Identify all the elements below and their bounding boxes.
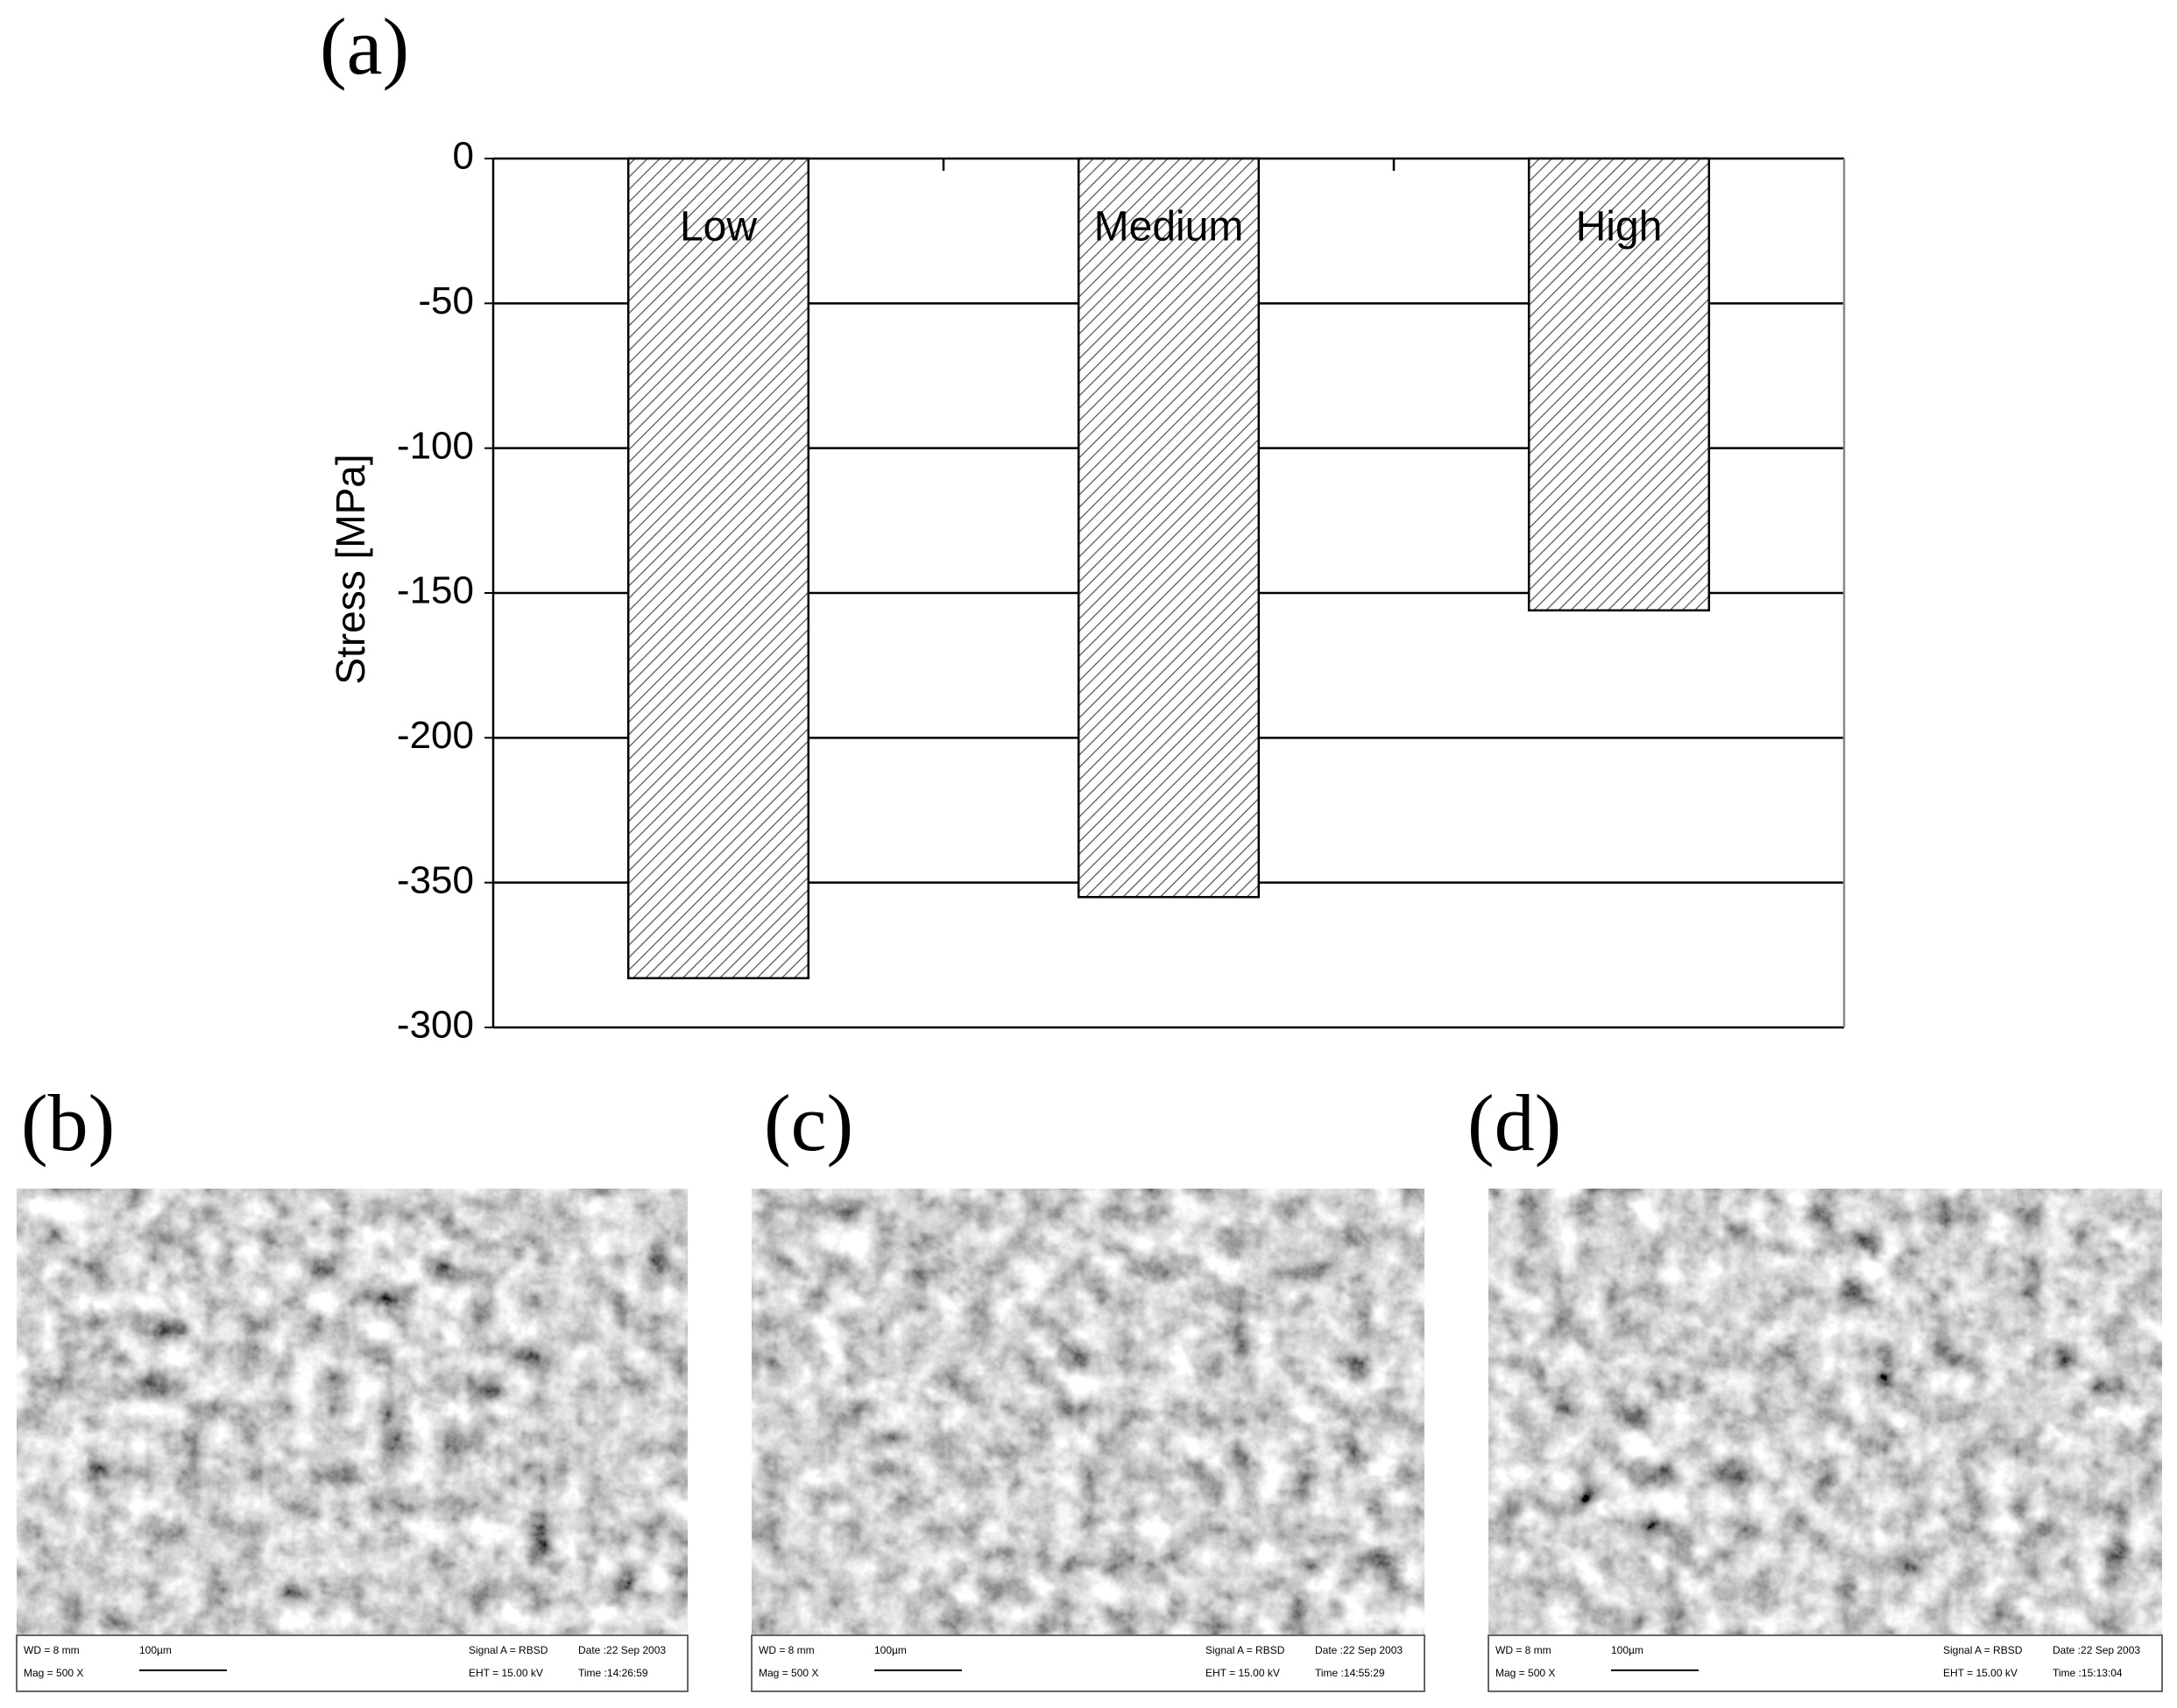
panel-label: (b) xyxy=(21,1078,115,1168)
sem-image xyxy=(17,1189,688,1635)
y-axis-title: Stress [MPa] xyxy=(328,454,373,684)
y-tick-label: -300 xyxy=(397,1004,474,1047)
info-bar xyxy=(751,1634,1425,1692)
info-text: Time :15:13:04 xyxy=(2053,1667,2123,1679)
sem-image xyxy=(1488,1189,2162,1635)
info-text: Mag = 500 X xyxy=(24,1667,83,1679)
panel-label: (c) xyxy=(764,1078,853,1168)
info-text: 100µm xyxy=(1611,1644,1643,1656)
y-tick-label: -200 xyxy=(397,714,474,757)
bar xyxy=(1527,157,1711,612)
info-text: Mag = 500 X xyxy=(1495,1667,1555,1679)
info-text: Date :22 Sep 2003 xyxy=(1315,1644,1403,1656)
info-text: Date :22 Sep 2003 xyxy=(2053,1644,2140,1656)
y-tick-label: -50 xyxy=(418,279,474,322)
info-text: EHT = 15.00 kV xyxy=(469,1667,543,1679)
info-text: Signal A = RBSD xyxy=(1943,1644,2023,1656)
info-text: Time :14:26:59 xyxy=(578,1667,648,1679)
info-text: Time :14:55:29 xyxy=(1315,1667,1385,1679)
category-label: Low xyxy=(680,204,757,251)
category-label: Medium xyxy=(1094,204,1244,251)
y-tick-label: -150 xyxy=(397,569,474,612)
y-tick-label: -350 xyxy=(397,858,474,901)
bar xyxy=(626,157,810,980)
y-tick-label: 0 xyxy=(453,135,474,178)
category-label: High xyxy=(1576,204,1663,251)
info-text: WD = 8 mm xyxy=(759,1644,815,1656)
panel-label: (a) xyxy=(320,2,409,91)
sem-image xyxy=(752,1189,1424,1635)
info-text: WD = 8 mm xyxy=(24,1644,80,1656)
info-text: EHT = 15.00 kV xyxy=(1943,1667,2018,1679)
info-text: 100µm xyxy=(874,1644,907,1656)
info-text: EHT = 15.00 kV xyxy=(1205,1667,1280,1679)
info-text: WD = 8 mm xyxy=(1495,1644,1551,1656)
info-text: Signal A = RBSD xyxy=(469,1644,548,1656)
info-text: Signal A = RBSD xyxy=(1205,1644,1285,1656)
info-text: Date :22 Sep 2003 xyxy=(578,1644,666,1656)
info-text: Mag = 500 X xyxy=(759,1667,818,1679)
info-text: 100µm xyxy=(139,1644,172,1656)
panel-label: (d) xyxy=(1467,1078,1561,1168)
y-tick-label: -100 xyxy=(397,424,474,467)
info-bar xyxy=(1488,1634,2163,1692)
info-bar xyxy=(16,1634,689,1692)
bar xyxy=(1077,157,1261,899)
